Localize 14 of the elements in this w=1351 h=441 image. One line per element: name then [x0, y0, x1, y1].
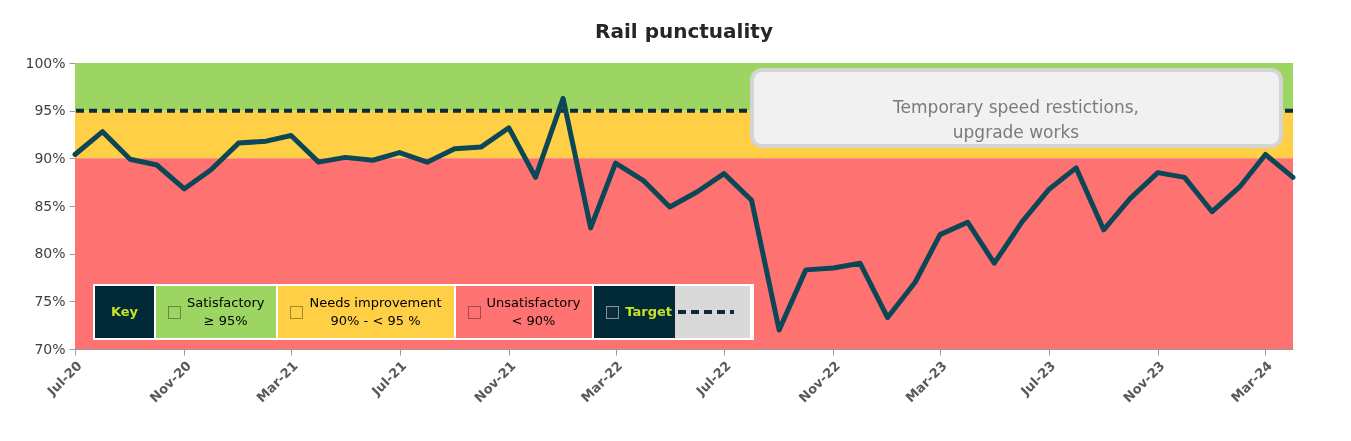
- y-tick-label: 95%: [34, 102, 66, 119]
- band-label: Unsatisfactory < 90%: [486, 294, 581, 330]
- y-tick-label: 85%: [34, 197, 66, 214]
- legend-title: Key: [95, 286, 156, 338]
- y-tick-label: 100%: [25, 54, 66, 71]
- annotation: Temporary speed restictions, upgrade works: [892, 97, 1139, 142]
- legend-label: Satisfactory ≥ 95%: [187, 294, 265, 330]
- chart-title: Rail punctuality: [595, 19, 773, 43]
- y-tick-label: 70%: [34, 340, 66, 357]
- y-tick-label: 80%: [34, 245, 66, 262]
- y-tick-label: 90%: [34, 149, 66, 166]
- legend-label: Target: [625, 303, 673, 321]
- legend-label: Needs improvement 90% - < 95 %: [309, 294, 442, 330]
- y-tick-label: 75%: [34, 292, 66, 309]
